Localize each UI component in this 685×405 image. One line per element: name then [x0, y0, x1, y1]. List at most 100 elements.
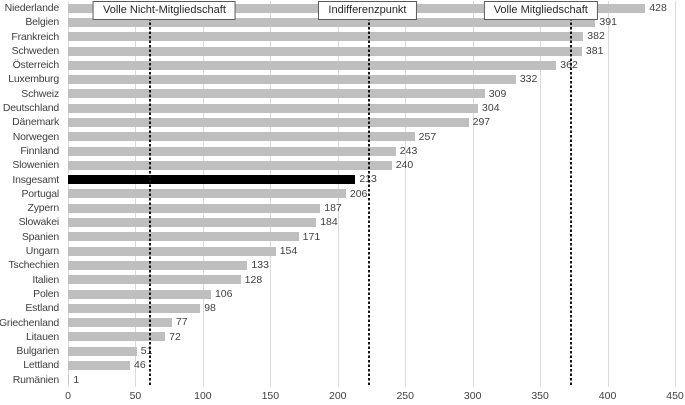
annotation-box: Indifferenzpunkt [318, 1, 417, 21]
value-label: 332 [519, 73, 538, 86]
value-label: 382 [587, 30, 605, 43]
gridline [472, 1, 474, 387]
bar-row: 72 [68, 330, 675, 344]
bar-row: 362 [68, 58, 675, 72]
bar-row: 243 [68, 144, 675, 158]
bar [68, 189, 346, 199]
reference-dashed-line [570, 18, 573, 387]
bar-row: 257 [68, 130, 675, 144]
category-label: Italien [32, 273, 59, 286]
bar [68, 303, 201, 313]
value-label: 187 [324, 202, 342, 215]
value-label: 171 [302, 230, 321, 243]
category-axis: Niederlande Belgien Frankreich Schweden Öste… [0, 1, 64, 387]
value-label: 51 [140, 345, 153, 357]
bar [68, 289, 211, 299]
value-label: 72 [169, 330, 181, 343]
bar-row: 309 [68, 87, 675, 101]
x-tick-label: 400 [598, 390, 617, 402]
bar-row: 382 [68, 30, 675, 44]
bar [68, 375, 70, 385]
gridline [405, 1, 407, 387]
category-label: Rumänien [12, 373, 59, 386]
value-label: 362 [560, 59, 578, 72]
bar-row: 171 [68, 230, 675, 244]
x-tick-label: 350 [531, 390, 549, 402]
value-label: 46 [134, 359, 146, 372]
bar [68, 218, 317, 228]
value-label: 1 [73, 373, 80, 386]
bar-row: 1 [68, 373, 675, 387]
x-tick-label: 250 [396, 390, 414, 402]
bar-row: 297 [68, 115, 675, 129]
value-label: 304 [482, 101, 500, 114]
value-label: 391 [599, 16, 617, 29]
bar [68, 132, 415, 142]
bar [68, 17, 596, 27]
category-label: Estland [25, 302, 59, 315]
category-label: Tschechien [8, 259, 59, 272]
bar [68, 246, 276, 256]
category-label: Griechenland [0, 316, 59, 329]
bar-row: 98 [68, 301, 675, 315]
bar [68, 75, 516, 85]
reference-dashed-line [367, 18, 370, 387]
bar-row: 381 [68, 44, 675, 58]
value-label: 98 [204, 302, 216, 315]
bar [68, 146, 396, 156]
category-label: Ungarn [25, 245, 59, 258]
category-label: Norwegen [12, 130, 59, 143]
bar [68, 46, 582, 56]
bar-row: 184 [68, 215, 675, 229]
bar [68, 32, 584, 42]
value-label: 184 [320, 216, 338, 229]
bar-row: 77 [68, 316, 675, 330]
value-label: 154 [279, 244, 298, 257]
category-label: Frankreich [11, 30, 59, 43]
category-label: Insgesamt [12, 173, 59, 186]
bar [68, 346, 137, 356]
value-label: 428 [649, 1, 667, 14]
category-label: Österreich [12, 59, 60, 72]
bar [68, 275, 241, 285]
category-label: Zypern [27, 202, 60, 215]
bar [68, 103, 479, 113]
category-label: Slowakei [18, 216, 60, 229]
gridline [675, 1, 676, 387]
bar-row: 187 [68, 201, 675, 215]
value-label: 243 [399, 144, 418, 157]
bar [68, 361, 131, 371]
gridline [607, 1, 609, 387]
bar-row: 128 [68, 273, 675, 287]
category-label: Slowenien [12, 159, 59, 172]
bar-row: 106 [68, 287, 675, 301]
bar-row: 213 [68, 173, 675, 187]
category-label: Luxemburg [8, 73, 59, 86]
x-tick-label: 50 [129, 390, 142, 402]
x-tick-label: 100 [194, 390, 212, 402]
value-label: 297 [472, 116, 491, 129]
x-axis: 0 50 100 150 200 250 300 350 400 450 [65, 390, 684, 404]
value-label: 257 [418, 130, 437, 143]
category-label: Spanien [21, 230, 59, 243]
category-label: Bulgarien [16, 345, 59, 358]
value-label: 77 [175, 316, 188, 329]
gridline [540, 1, 542, 387]
category-label: Dänemark [12, 116, 59, 129]
bar [68, 232, 299, 242]
x-tick-label: 0 [65, 390, 71, 402]
category-label: Schweden [11, 44, 60, 57]
annotation-box: Volle Nicht-Mitgliedschaft [92, 1, 236, 21]
category-label: Deutschland [2, 102, 59, 115]
bar [68, 318, 172, 328]
value-label: 133 [251, 259, 269, 272]
annotation-box: Volle Mitgliedschaft [483, 1, 598, 21]
category-label: Portugal [21, 187, 59, 200]
category-label: Belgien [25, 16, 59, 29]
value-label: 240 [395, 159, 414, 172]
category-label: Litauen [25, 330, 59, 343]
x-tick-label: 200 [329, 390, 347, 402]
bar-row: 46 [68, 358, 675, 372]
value-label: 206 [349, 187, 368, 200]
